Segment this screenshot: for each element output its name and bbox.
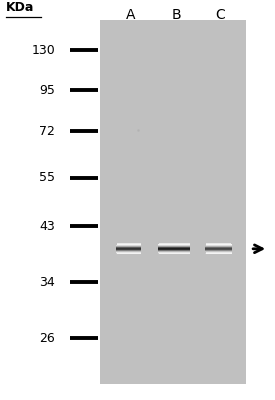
Text: 55: 55 bbox=[39, 172, 55, 184]
Text: B: B bbox=[171, 8, 181, 22]
Text: KDa: KDa bbox=[6, 1, 34, 14]
Text: 95: 95 bbox=[39, 84, 55, 96]
Text: 26: 26 bbox=[39, 332, 55, 344]
Bar bbox=[100, 20, 246, 384]
Text: 43: 43 bbox=[39, 220, 55, 232]
Text: 34: 34 bbox=[39, 276, 55, 288]
Text: A: A bbox=[126, 8, 135, 22]
Text: 72: 72 bbox=[39, 125, 55, 138]
Text: C: C bbox=[215, 8, 225, 22]
Text: 130: 130 bbox=[31, 44, 55, 56]
